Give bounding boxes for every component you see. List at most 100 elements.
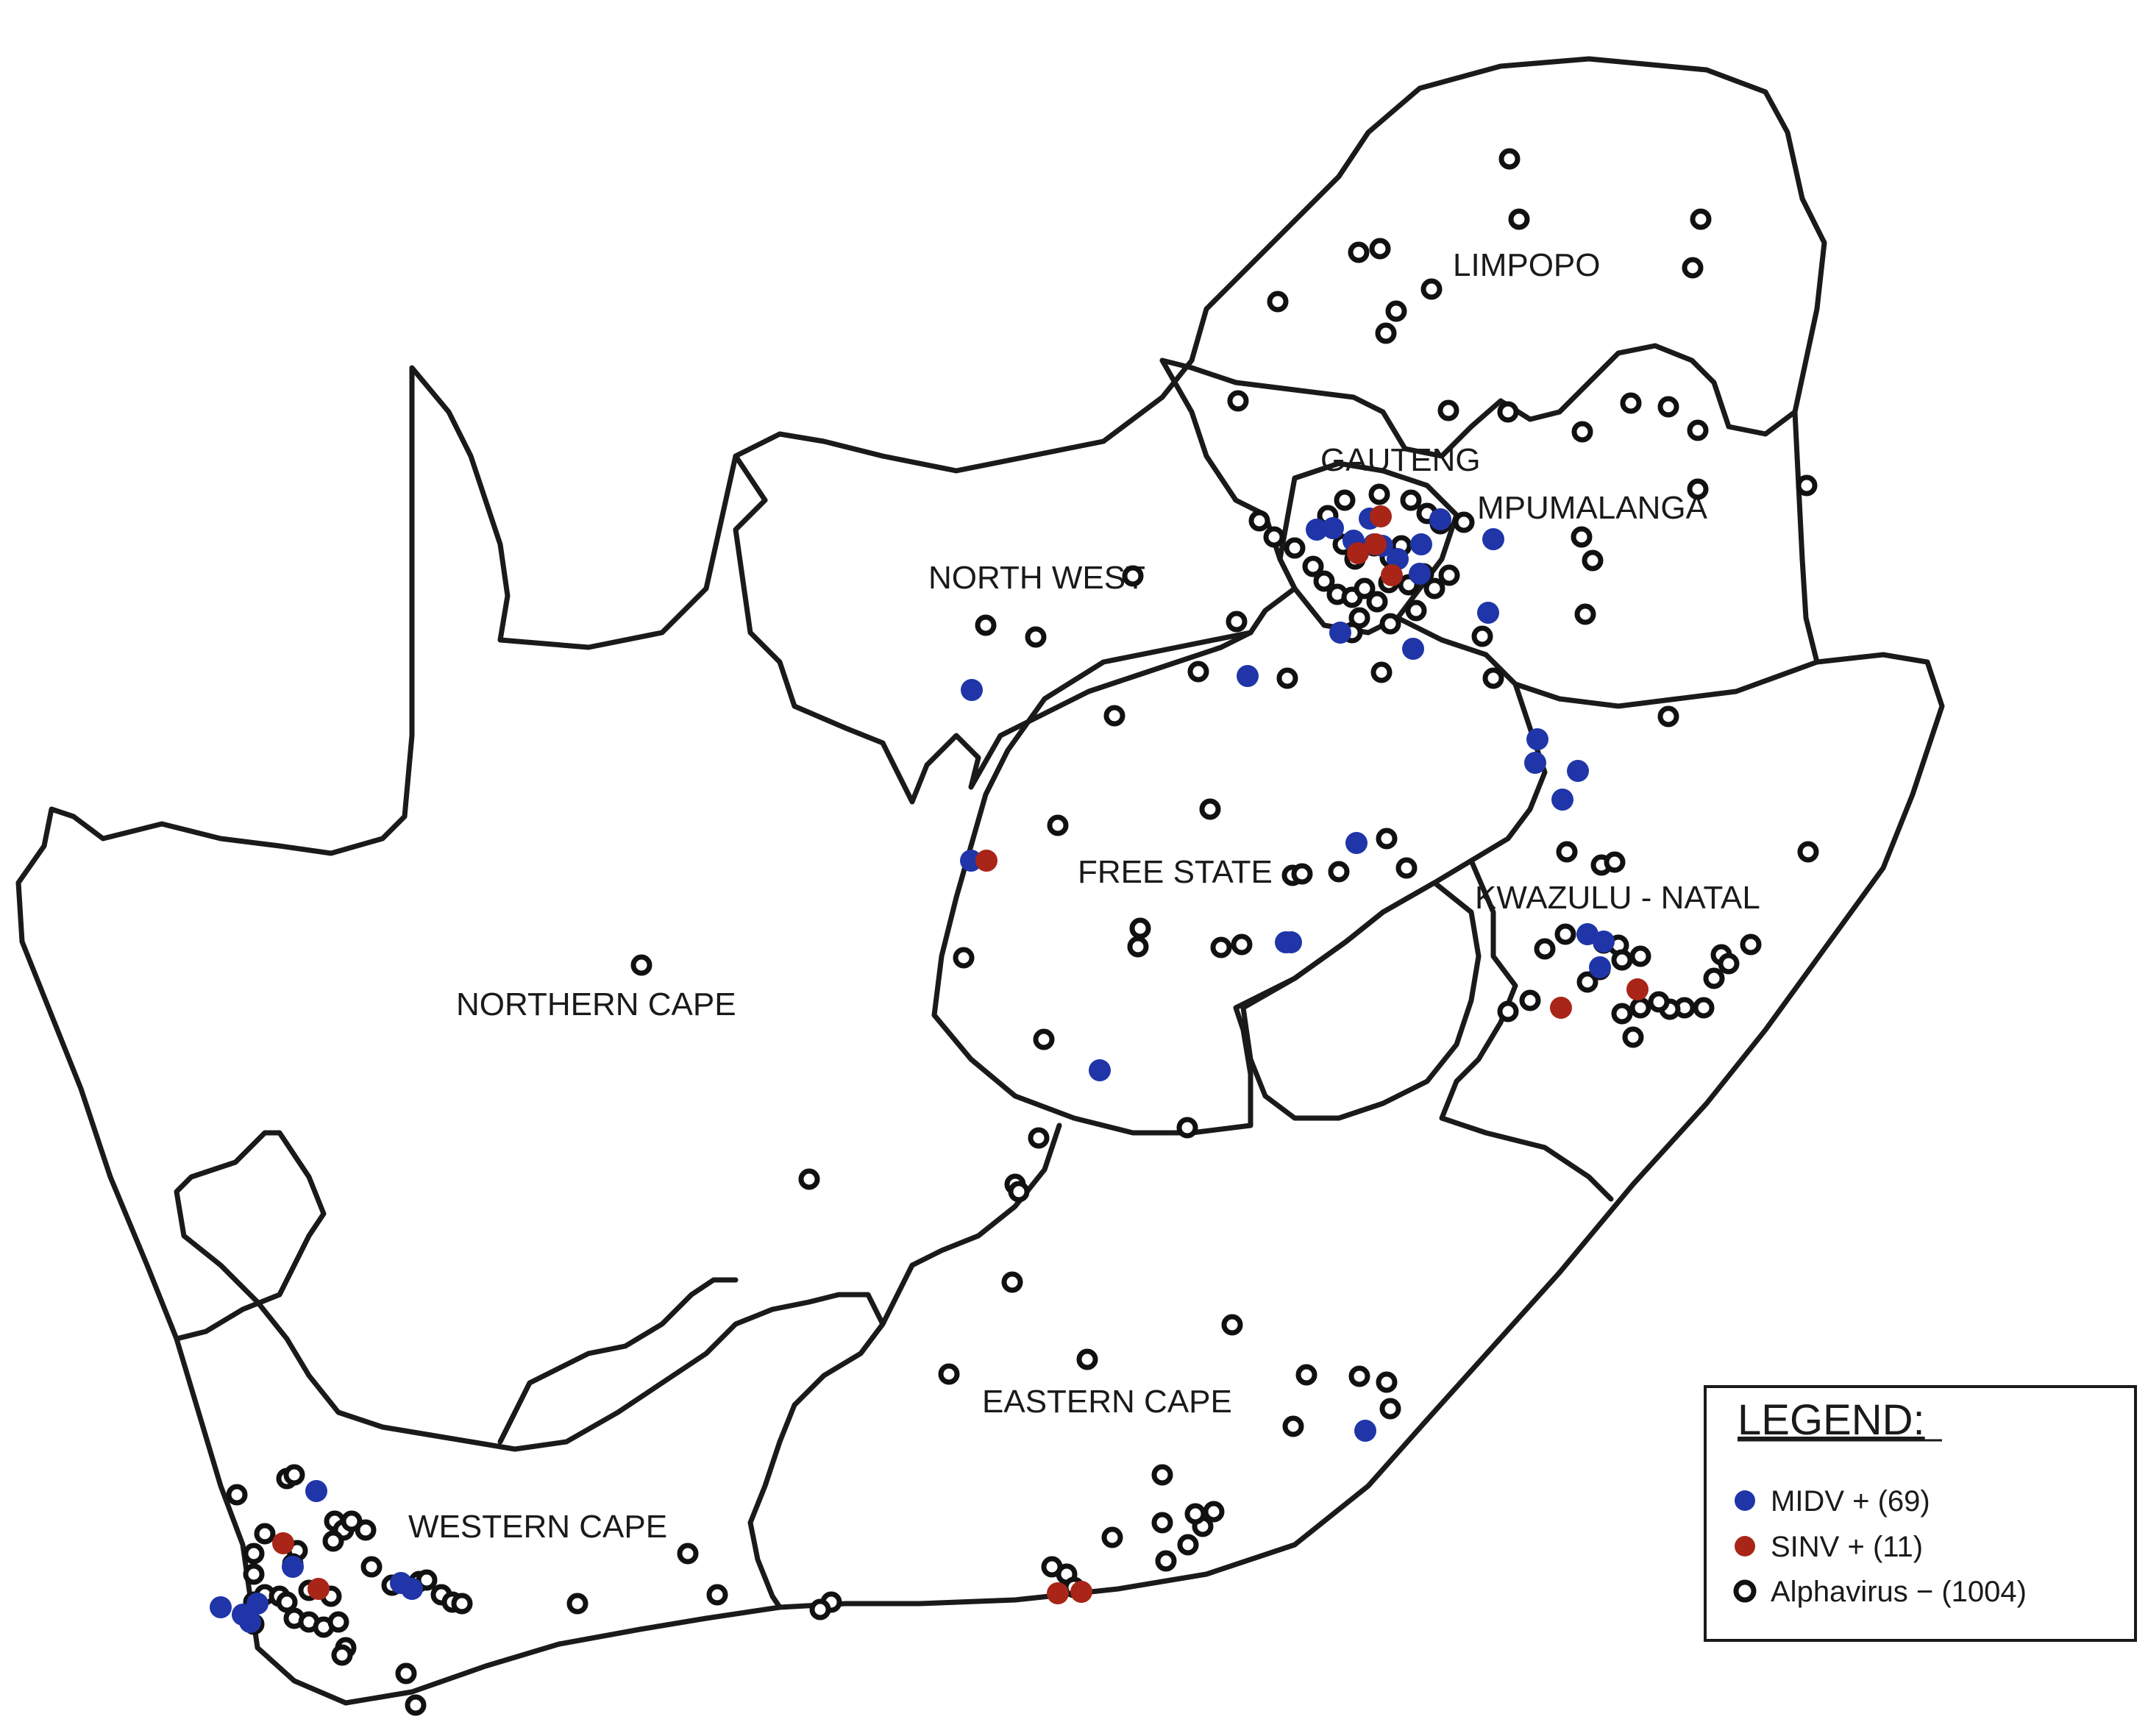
negative-sample-point xyxy=(1556,841,1578,863)
negative-sample-point xyxy=(1620,392,1642,414)
negative-sample-point xyxy=(1657,705,1679,728)
negative-sample-point xyxy=(1348,241,1370,263)
kzn-border xyxy=(1439,858,1614,1202)
negative-sample-point xyxy=(1076,1348,1098,1370)
midv-positive-point xyxy=(1354,1420,1376,1442)
negative-sample-point xyxy=(1103,705,1125,727)
midv-positive-point xyxy=(1345,832,1368,854)
negative-sample-point xyxy=(1611,949,1633,971)
label-free-state: FREE STATE xyxy=(1078,854,1273,890)
legend-midv-label: MIDV + (69) xyxy=(1771,1485,1930,1518)
midv-positive-point xyxy=(1409,563,1431,585)
sinv-positive-points xyxy=(272,505,1649,1604)
negative-sample-point xyxy=(677,1543,699,1565)
negative-sample-point xyxy=(1657,396,1679,418)
midv-positive-point xyxy=(1322,517,1344,539)
negative-sample-point xyxy=(1498,148,1521,170)
legend-negative-label: Alphavirus − (1004) xyxy=(1771,1576,2027,1608)
negative-sample-point xyxy=(360,1556,383,1578)
negative-sample-point xyxy=(331,1644,353,1666)
sinv-positive-point xyxy=(307,1578,330,1600)
sinv-positive-point xyxy=(1047,1582,1069,1604)
negative-sample-point xyxy=(1151,1464,1173,1486)
negative-sample-point xyxy=(1508,208,1530,230)
lesotho-border xyxy=(1240,880,1482,1121)
negative-sample-point xyxy=(1687,478,1709,500)
negative-sample-point xyxy=(1366,591,1388,613)
negative-sample-point xyxy=(1497,401,1519,423)
western-cape-border xyxy=(174,1130,886,1452)
country-outline xyxy=(15,56,1945,1706)
negative-sample-point xyxy=(975,614,997,636)
label-western-cape: WESTERN CAPE xyxy=(408,1509,667,1545)
negative-sample-point xyxy=(1295,1364,1317,1386)
negative-sample-point xyxy=(1519,989,1541,1011)
western-cape-north-border xyxy=(497,1277,739,1445)
negative-sample-point xyxy=(1405,600,1427,622)
sinv-positive-point xyxy=(1370,505,1392,527)
negative-sample-point xyxy=(1576,971,1598,993)
negative-sample-point xyxy=(1740,933,1762,956)
sinv-positive-point xyxy=(1550,997,1572,1019)
midv-positive-point xyxy=(1410,533,1432,555)
negative-sample-point xyxy=(630,954,652,976)
negative-sample-point xyxy=(1231,933,1253,956)
gauteng-border xyxy=(1277,460,1459,636)
negative-sample-point xyxy=(254,1523,276,1545)
mpumalanga-border xyxy=(1395,615,1548,864)
negative-sample-point xyxy=(1629,945,1651,967)
negative-sample-point xyxy=(953,947,975,969)
negative-sample-point xyxy=(322,1530,344,1552)
negative-sample-point xyxy=(1554,923,1576,945)
negative-sample-point xyxy=(395,1662,417,1685)
midv-positive-point xyxy=(1482,528,1504,550)
sinv-positive-point xyxy=(975,850,997,872)
negative-sample-point xyxy=(1151,1512,1173,1534)
negative-sample-point xyxy=(1328,861,1350,883)
negative-sample-point xyxy=(1187,661,1209,683)
midv-positive-point xyxy=(210,1596,232,1618)
negative-sample-point xyxy=(1423,577,1445,600)
midv-positive-point xyxy=(305,1480,327,1502)
negative-sample-point xyxy=(1184,1503,1206,1525)
label-north-west: NORTH WEST xyxy=(928,560,1145,596)
negative-sample-point xyxy=(1379,613,1401,635)
negative-sample-point xyxy=(1276,667,1298,689)
negative-sample-point xyxy=(1370,661,1393,683)
negative-sample-point xyxy=(1718,953,1740,975)
negative-sample-point xyxy=(1604,851,1626,873)
negative-sample-point xyxy=(1376,828,1398,850)
negative-sample-point xyxy=(1033,1028,1055,1050)
negative-sample-point xyxy=(1267,291,1289,313)
negative-sample-point xyxy=(566,1593,588,1615)
negative-sample-point xyxy=(1203,1501,1225,1523)
negative-sample-point xyxy=(1796,474,1818,497)
midv-positive-point xyxy=(1524,752,1546,774)
label-mpumalanga: MPUMALANGA xyxy=(1477,490,1708,526)
negative-sample-point xyxy=(1574,603,1596,625)
negative-sample-point xyxy=(1482,667,1504,689)
mpumalanga-east-border xyxy=(1512,659,1820,709)
midv-positive-point xyxy=(961,679,983,701)
midv-positive-point xyxy=(282,1556,304,1578)
negative-sample-point xyxy=(1376,1371,1398,1393)
negative-sample-point xyxy=(1611,1003,1633,1025)
sinv-positive-point xyxy=(1381,564,1403,586)
negative-sample-point xyxy=(798,1168,820,1190)
negative-sample-point xyxy=(1127,936,1149,958)
negative-sample-point xyxy=(1354,577,1376,600)
negative-sample-point xyxy=(1629,997,1651,1019)
negative-sample-point xyxy=(1375,322,1397,344)
negative-sample-point xyxy=(1622,1026,1644,1048)
negative-sample-point xyxy=(1226,611,1248,633)
negative-sample-point xyxy=(1400,489,1422,511)
label-limpopo: LIMPOPO xyxy=(1453,247,1601,283)
midv-positive-point xyxy=(1306,519,1328,541)
negative-sample-point xyxy=(283,1464,305,1486)
negative-sample-point xyxy=(1263,526,1285,548)
label-kwazulu-natal: KWAZULU - NATAL xyxy=(1475,880,1760,916)
midv-positive-point xyxy=(1089,1059,1111,1081)
midv-positive-point xyxy=(1429,508,1451,530)
negative-sample-point xyxy=(1648,991,1670,1013)
